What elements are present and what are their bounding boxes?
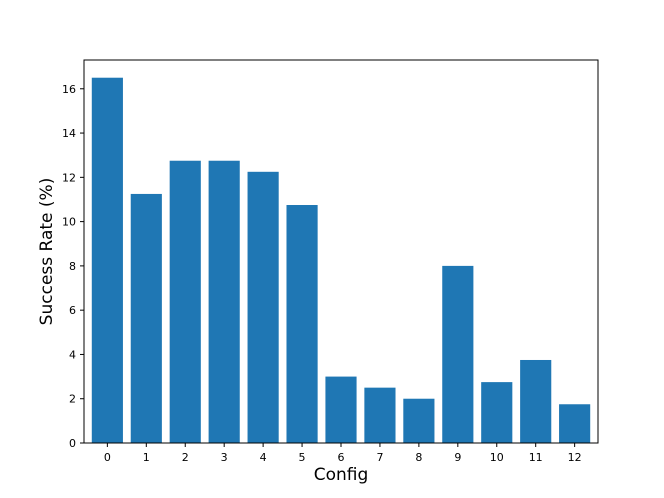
y-tick-label: 16 bbox=[62, 83, 76, 96]
x-tick-label: 2 bbox=[182, 451, 189, 464]
x-tick-label: 5 bbox=[299, 451, 306, 464]
x-tick-label: 4 bbox=[260, 451, 267, 464]
bar-8 bbox=[403, 398, 435, 443]
bar-2 bbox=[169, 160, 201, 444]
bar-0 bbox=[91, 77, 123, 443]
y-tick-label: 6 bbox=[69, 304, 76, 317]
x-tick-label: 8 bbox=[415, 451, 422, 464]
bars-group bbox=[91, 77, 591, 444]
y-axis: 0 2 4 6 8 10 12 14 16 bbox=[62, 83, 84, 450]
y-tick-label: 0 bbox=[69, 437, 76, 450]
y-tick-label: 2 bbox=[69, 393, 76, 406]
x-tick-label: 0 bbox=[104, 451, 111, 464]
x-tick-label: 1 bbox=[143, 451, 150, 464]
bar-3 bbox=[208, 160, 240, 444]
x-axis-label: Config bbox=[314, 465, 369, 485]
bar-10 bbox=[481, 382, 513, 443]
y-tick-label: 14 bbox=[62, 127, 76, 140]
bar-5 bbox=[286, 205, 318, 443]
bar-4 bbox=[247, 171, 279, 443]
bar-9 bbox=[442, 265, 474, 443]
y-tick-label: 10 bbox=[62, 216, 76, 229]
x-axis: 0 1 2 3 4 5 6 7 8 9 10 11 12 bbox=[104, 443, 582, 464]
bar-11 bbox=[520, 359, 552, 443]
bar-6 bbox=[325, 376, 357, 443]
y-tick-label: 8 bbox=[69, 260, 76, 273]
x-tick-label: 9 bbox=[454, 451, 461, 464]
x-tick-label: 11 bbox=[529, 451, 543, 464]
x-tick-label: 3 bbox=[221, 451, 228, 464]
y-tick-label: 4 bbox=[69, 348, 76, 361]
x-tick-label: 6 bbox=[338, 451, 345, 464]
bar-7 bbox=[364, 387, 396, 443]
x-tick-label: 12 bbox=[568, 451, 582, 464]
bar-12 bbox=[559, 404, 591, 443]
x-tick-label: 10 bbox=[490, 451, 504, 464]
x-tick-label: 7 bbox=[376, 451, 383, 464]
y-axis-label: Success Rate (%) bbox=[37, 178, 57, 326]
y-tick-label: 12 bbox=[62, 171, 76, 184]
bar-1 bbox=[130, 193, 162, 443]
